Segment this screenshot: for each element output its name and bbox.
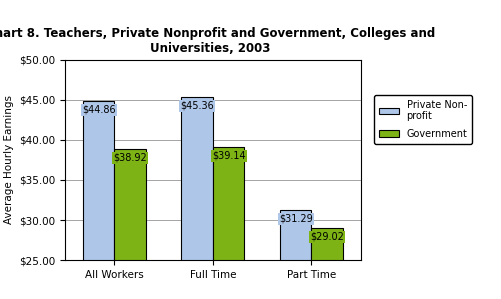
Bar xyxy=(114,149,146,299)
Text: $38.92: $38.92 xyxy=(113,152,147,163)
Text: $45.36: $45.36 xyxy=(180,101,214,111)
Bar xyxy=(312,228,343,299)
Y-axis label: Average Hourly Earnings: Average Hourly Earnings xyxy=(4,95,14,225)
Text: $44.86: $44.86 xyxy=(82,105,115,115)
Legend: Private Non-
profit, Government: Private Non- profit, Government xyxy=(374,95,472,144)
Text: Chart 8. Teachers, Private Nonprofit and Government, Colleges and
Universities, : Chart 8. Teachers, Private Nonprofit and… xyxy=(0,27,435,55)
Text: $31.29: $31.29 xyxy=(279,214,313,224)
Text: $29.02: $29.02 xyxy=(310,232,344,242)
Bar xyxy=(213,147,244,299)
Text: $39.14: $39.14 xyxy=(212,151,245,161)
Bar xyxy=(83,101,114,299)
Bar xyxy=(181,97,213,299)
Bar xyxy=(280,210,312,299)
